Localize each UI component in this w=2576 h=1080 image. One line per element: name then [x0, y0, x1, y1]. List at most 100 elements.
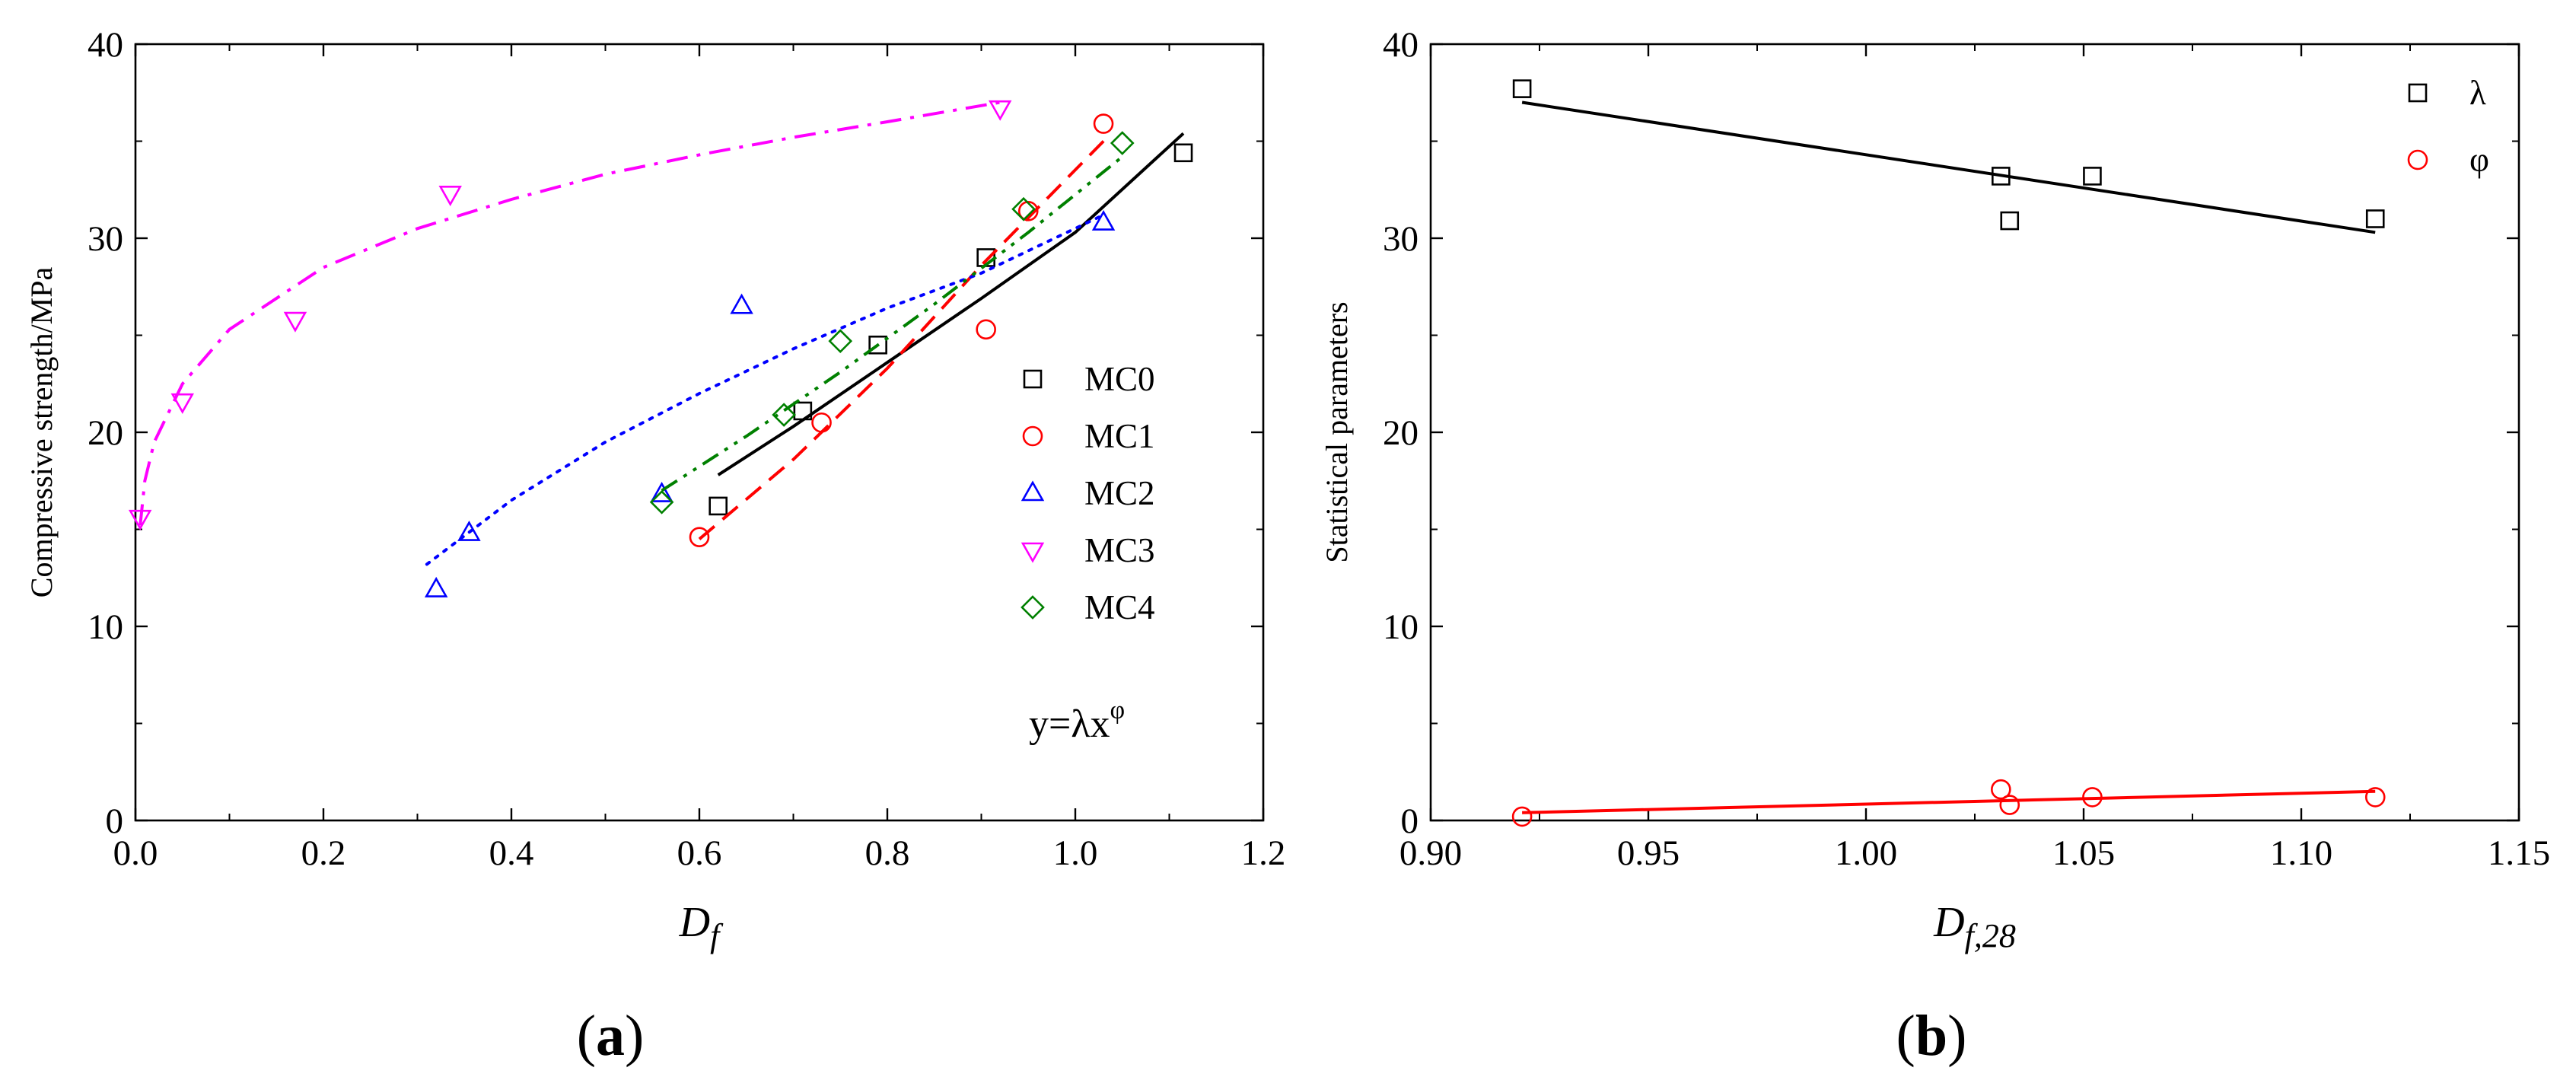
panel-b-caption: (b) — [1896, 1004, 1967, 1068]
panel-b-xaxis-label-main: D — [1933, 899, 1964, 946]
panel-a-data-point — [976, 319, 996, 340]
panel-b-xtick-label: 1.10 — [2270, 833, 2332, 873]
panel-a-data-point — [868, 335, 887, 355]
panel-a: 0.0 0.2 0.4 0.6 0.8 1.0 1.2 0 10 20 30 40 Df Compress… — [24, 25, 1285, 954]
panel-b-ytick-label: 20 — [1383, 413, 1419, 453]
panel-b-fit-line — [1521, 100, 2376, 234]
panel-a-fit-line — [425, 213, 1106, 566]
panel-b-xtick-label: 0.95 — [1617, 833, 1680, 873]
panel-a-legend-marker — [1022, 425, 1043, 447]
panel-b: 0.90 0.95 1.00 1.05 1.10 1.15 0 10 20 30 40 Df,28 St… — [1320, 25, 2550, 954]
panel-b-legend-marker — [2407, 149, 2428, 170]
panel-b-caption-letter: b — [1915, 1004, 1947, 1068]
panel-a-ytick-label: 30 — [88, 219, 123, 259]
panel-b-xtick-label: 1.00 — [1835, 833, 1897, 873]
panel-a-yaxis-label: Compressive strength/MPa — [24, 267, 59, 598]
panel-b-data-point — [1999, 795, 2020, 815]
panel-a-data-point — [457, 520, 481, 541]
panel-a-series-2 — [424, 209, 1116, 597]
panel-b-data-point — [1991, 779, 2011, 800]
panel-a-ytick-label: 20 — [88, 413, 123, 453]
panel-a-legend-label: MC2 — [1084, 474, 1155, 512]
panel-b-xaxis-label: Df,28 — [1933, 899, 2016, 954]
panel-a-data-point — [438, 186, 462, 206]
panel-b-legend-label: φ — [2469, 141, 2489, 179]
panel-a-xtick-label: 0.2 — [301, 833, 346, 873]
panel-b-xtick-label: 1.05 — [2052, 833, 2115, 873]
panel-a-series-0 — [708, 132, 1193, 516]
panel-a-equation-main: y=λx — [1029, 702, 1110, 746]
panel-b-legend-label: λ — [2469, 74, 2486, 112]
panel-a-xaxis-label-main: D — [679, 899, 710, 946]
panel-a-data-point — [424, 576, 448, 597]
panel-a-data-point — [793, 401, 813, 421]
panel-a-fit-line — [698, 140, 1105, 540]
panel-a-xtick-label: 1.2 — [1241, 833, 1286, 873]
panel-a-legend-marker — [1021, 542, 1045, 563]
panel-b-plot-frame — [1429, 43, 2520, 822]
panel-a-series-4 — [649, 131, 1135, 515]
panel-b-ytick-label: 10 — [1383, 607, 1419, 647]
panel-b-series-0 — [1512, 79, 2385, 234]
panel-a-legend-label: MC0 — [1084, 360, 1155, 398]
panel-a-caption-letter: a — [596, 1004, 625, 1068]
panel-a-xtick-label: 0.8 — [865, 833, 910, 873]
panel-b-data-point — [2083, 167, 2102, 186]
panel-a-legend-marker — [1021, 480, 1045, 502]
panel-a-series-3 — [128, 100, 1012, 530]
panel-a-ytick-label: 10 — [88, 607, 123, 647]
panel-b-ytick-label: 0 — [1401, 801, 1419, 841]
panel-a-data-point — [650, 481, 673, 502]
panel-b-data-point — [1512, 79, 1532, 98]
panel-a-data-point — [1091, 209, 1116, 231]
panel-b-data-point — [2000, 211, 2020, 231]
panel-a-data-point — [128, 509, 152, 530]
panel-a-data-point — [708, 496, 728, 516]
panel-a-equation: y=λxφ — [1029, 696, 1125, 746]
panel-b-data-point — [2364, 787, 2386, 808]
panel-b-data-point — [1992, 167, 2011, 186]
panel-a-xtick-label: 0.6 — [677, 833, 722, 873]
panel-a-data-point — [1173, 143, 1193, 163]
panel-a-data-point — [988, 100, 1012, 121]
panel-a-ytick-label: 40 — [88, 25, 123, 65]
panel-a-data-point — [1093, 113, 1114, 134]
panel-a-legend-marker — [1023, 369, 1043, 389]
panel-a-xtick-label: 1.0 — [1053, 833, 1098, 873]
panel-b-ytick-label: 40 — [1383, 25, 1419, 65]
panel-b-ytick-label: 30 — [1383, 219, 1419, 259]
panel-a-xaxis-label: Df — [679, 899, 724, 954]
panel-a-xaxis-label-sub: f — [710, 917, 724, 954]
panel-a-data-point — [1011, 196, 1036, 221]
panel-a-fit-line — [139, 100, 1001, 526]
panel-b-legend-marker — [2408, 83, 2428, 103]
panel-b-data-point — [1511, 806, 1533, 827]
panel-a-xtick-label: 0.4 — [489, 833, 534, 873]
panel-b-data-point — [2082, 787, 2103, 808]
panel-a-data-point — [828, 329, 853, 353]
panel-a-data-point — [772, 403, 796, 427]
panel-a-legend-label: MC4 — [1084, 588, 1155, 626]
panel-a-equation-exponent: φ — [1110, 696, 1126, 725]
panel-b-xtick-label: 0.90 — [1399, 833, 1462, 873]
panel-a-data-point — [649, 489, 674, 515]
panel-a-series-1 — [689, 113, 1114, 548]
panel-a-data-point — [1110, 131, 1135, 155]
panel-b-series-1 — [1511, 779, 2386, 827]
panel-a-data-point — [170, 393, 194, 414]
panel-b-xtick-label: 1.15 — [2488, 833, 2550, 873]
panel-b-data-point — [2365, 209, 2385, 228]
panel-a-xtick-label: 0.0 — [113, 833, 158, 873]
panel-a-legend-marker — [1021, 595, 1045, 620]
panel-a-fit-line — [661, 155, 1124, 492]
panel-b-fit-line — [1522, 789, 2376, 814]
panel-b-yaxis-label: Statistical parameters — [1320, 301, 1354, 562]
panel-a-data-point — [283, 311, 307, 333]
panel-a-legend-label: MC3 — [1084, 531, 1155, 569]
panel-a-ytick-label: 0 — [106, 801, 124, 841]
panel-a-fit-line — [717, 132, 1185, 476]
panel-a-data-point — [689, 527, 710, 548]
panel-a-data-point — [811, 412, 832, 433]
panel-a-caption: (a) — [577, 1004, 645, 1068]
